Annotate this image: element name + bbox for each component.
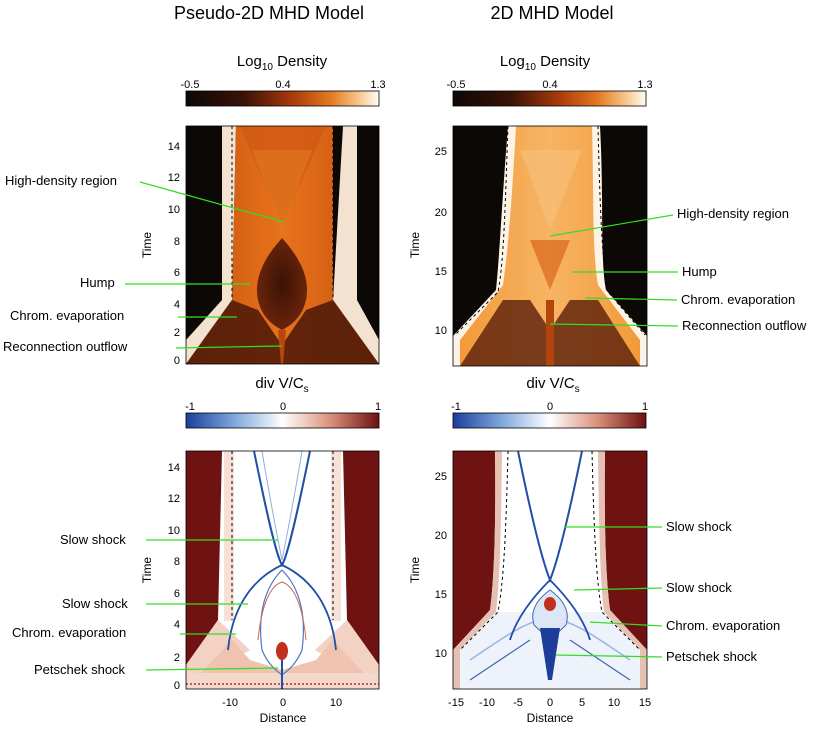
- annotation-slow-shock: Slow shock: [666, 519, 732, 534]
- y-tick: 4: [174, 619, 180, 631]
- x-tick: -15: [448, 697, 464, 709]
- x-axis-label: Distance: [260, 711, 307, 725]
- divv-tick-min: -1: [185, 401, 195, 413]
- divv-colorbar-bar: [452, 412, 647, 429]
- y-tick: 2: [174, 327, 180, 339]
- y-tick: 8: [174, 236, 180, 248]
- title-right: 2D MHD Model: [490, 3, 613, 23]
- density-colorbar-right: Log10 Density -0.5 0.4 1.3: [447, 53, 653, 107]
- y-tick: 14: [168, 462, 180, 474]
- divv-colorbar-left: div V/Cs -1 0 1: [185, 375, 381, 429]
- y-tick: 8: [174, 556, 180, 568]
- density-colorbar-left: Log10 Density -0.5 0.4 1.3: [181, 53, 386, 107]
- y-tick: 14: [168, 141, 180, 153]
- density-colorbar-bar: [452, 90, 647, 107]
- y-tick: 4: [174, 299, 180, 311]
- density-tick-max: 1.3: [370, 79, 385, 91]
- y-tick: 10: [168, 204, 180, 216]
- y-tick: 0: [174, 680, 180, 692]
- y-tick: 6: [174, 588, 180, 600]
- divv-colorbar-label: div V/Cs: [255, 375, 308, 395]
- y-tick: 25: [435, 471, 447, 483]
- density-colorbar-label: Log10 Density: [500, 53, 591, 73]
- divv-colorbar-label: div V/Cs: [526, 375, 579, 395]
- annotation-slow-shock: Slow shock: [666, 580, 732, 595]
- annotation-reconnection-outflow: Reconnection outflow: [682, 318, 807, 333]
- title-left: Pseudo-2D MHD Model: [174, 3, 364, 23]
- density-tick-min: -0.5: [447, 79, 466, 91]
- y-tick: 2: [174, 652, 180, 664]
- y-tick: 10: [435, 325, 447, 337]
- x-tick: 0: [280, 697, 286, 709]
- axes-bottom-left: Time 0 2 4 6 8 10 12 14 -10 0 10 Distanc…: [140, 462, 342, 725]
- density-colorbar-label: Log10 Density: [237, 53, 328, 73]
- panel-density-pseudo2d: [185, 125, 380, 365]
- axes-top-left: Time 0 2 4 6 8 10 12 14: [140, 141, 180, 367]
- y-tick: 10: [435, 648, 447, 660]
- y-tick: 0: [174, 355, 180, 367]
- divv-tick-min: -1: [451, 401, 461, 413]
- annotations-top-right: High-density region Hump Chrom. evaporat…: [549, 206, 807, 333]
- divv-tick-mid: 0: [547, 401, 553, 413]
- y-tick: 20: [435, 207, 447, 219]
- annotations-bottom-left: Slow shock Slow shock Chrom. evaporation…: [12, 532, 279, 677]
- annotation-reconnection-outflow: Reconnection outflow: [3, 339, 128, 354]
- density-tick-mid: 0.4: [542, 79, 557, 91]
- annotation-petschek-shock: Petschek shock: [666, 649, 758, 664]
- annotation-high-density: High-density region: [677, 206, 789, 221]
- panel-divv-2d: [452, 450, 648, 690]
- x-tick: 15: [639, 697, 651, 709]
- annotation-chrom-evaporation: Chrom. evaporation: [666, 618, 780, 633]
- annotation-high-density: High-density region: [5, 173, 117, 188]
- divv-colorbar-right: div V/Cs -1 0 1: [451, 375, 648, 429]
- density-tick-min: -0.5: [181, 79, 200, 91]
- annotation-chrom-evaporation: Chrom. evaporation: [10, 308, 124, 323]
- annotation-hump: Hump: [682, 264, 717, 279]
- density-tick-mid: 0.4: [275, 79, 290, 91]
- x-axis-label: Distance: [527, 711, 574, 725]
- y-axis-label: Time: [408, 557, 422, 584]
- annotation-chrom-evaporation: Chrom. evaporation: [681, 292, 795, 307]
- divv-tick-max: 1: [642, 401, 648, 413]
- y-axis-label: Time: [408, 232, 422, 259]
- y-tick: 25: [435, 146, 447, 158]
- annotation-slow-shock: Slow shock: [62, 596, 128, 611]
- x-tick: -5: [513, 697, 523, 709]
- x-tick: 10: [330, 697, 342, 709]
- x-tick: -10: [222, 697, 238, 709]
- annotation-chrom-evaporation: Chrom. evaporation: [12, 625, 126, 640]
- annotations-top-left: High-density region Hump Chrom. evaporat…: [3, 173, 285, 354]
- panel-divv-pseudo2d: [185, 450, 380, 690]
- x-tick: 0: [547, 697, 553, 709]
- axes-bottom-right: Time 10 15 20 25 -15 -10 -5 0 5 10 15 Di…: [408, 471, 651, 725]
- divv-tick-mid: 0: [280, 401, 286, 413]
- axes-top-right: Time 10 15 20 25: [408, 146, 447, 337]
- x-tick: -10: [479, 697, 495, 709]
- y-tick: 15: [435, 589, 447, 601]
- divv-colorbar-bar: [185, 412, 380, 429]
- y-tick: 15: [435, 266, 447, 278]
- annotations-bottom-right: Slow shock Slow shock Chrom. evaporation…: [555, 519, 780, 664]
- x-tick: 10: [608, 697, 620, 709]
- density-colorbar-bar: [185, 90, 380, 107]
- x-tick: 5: [579, 697, 585, 709]
- y-axis-label: Time: [140, 232, 154, 259]
- annotation-petschek-shock: Petschek shock: [34, 662, 126, 677]
- y-tick: 12: [168, 493, 180, 505]
- y-tick: 20: [435, 530, 447, 542]
- y-tick: 12: [168, 172, 180, 184]
- annotation-hump: Hump: [80, 275, 115, 290]
- y-axis-label: Time: [140, 557, 154, 584]
- annotation-slow-shock: Slow shock: [60, 532, 126, 547]
- density-tick-max: 1.3: [637, 79, 652, 91]
- divv-tick-max: 1: [375, 401, 381, 413]
- panel-density-2d: [452, 125, 648, 367]
- y-tick: 6: [174, 267, 180, 279]
- y-tick: 10: [168, 525, 180, 537]
